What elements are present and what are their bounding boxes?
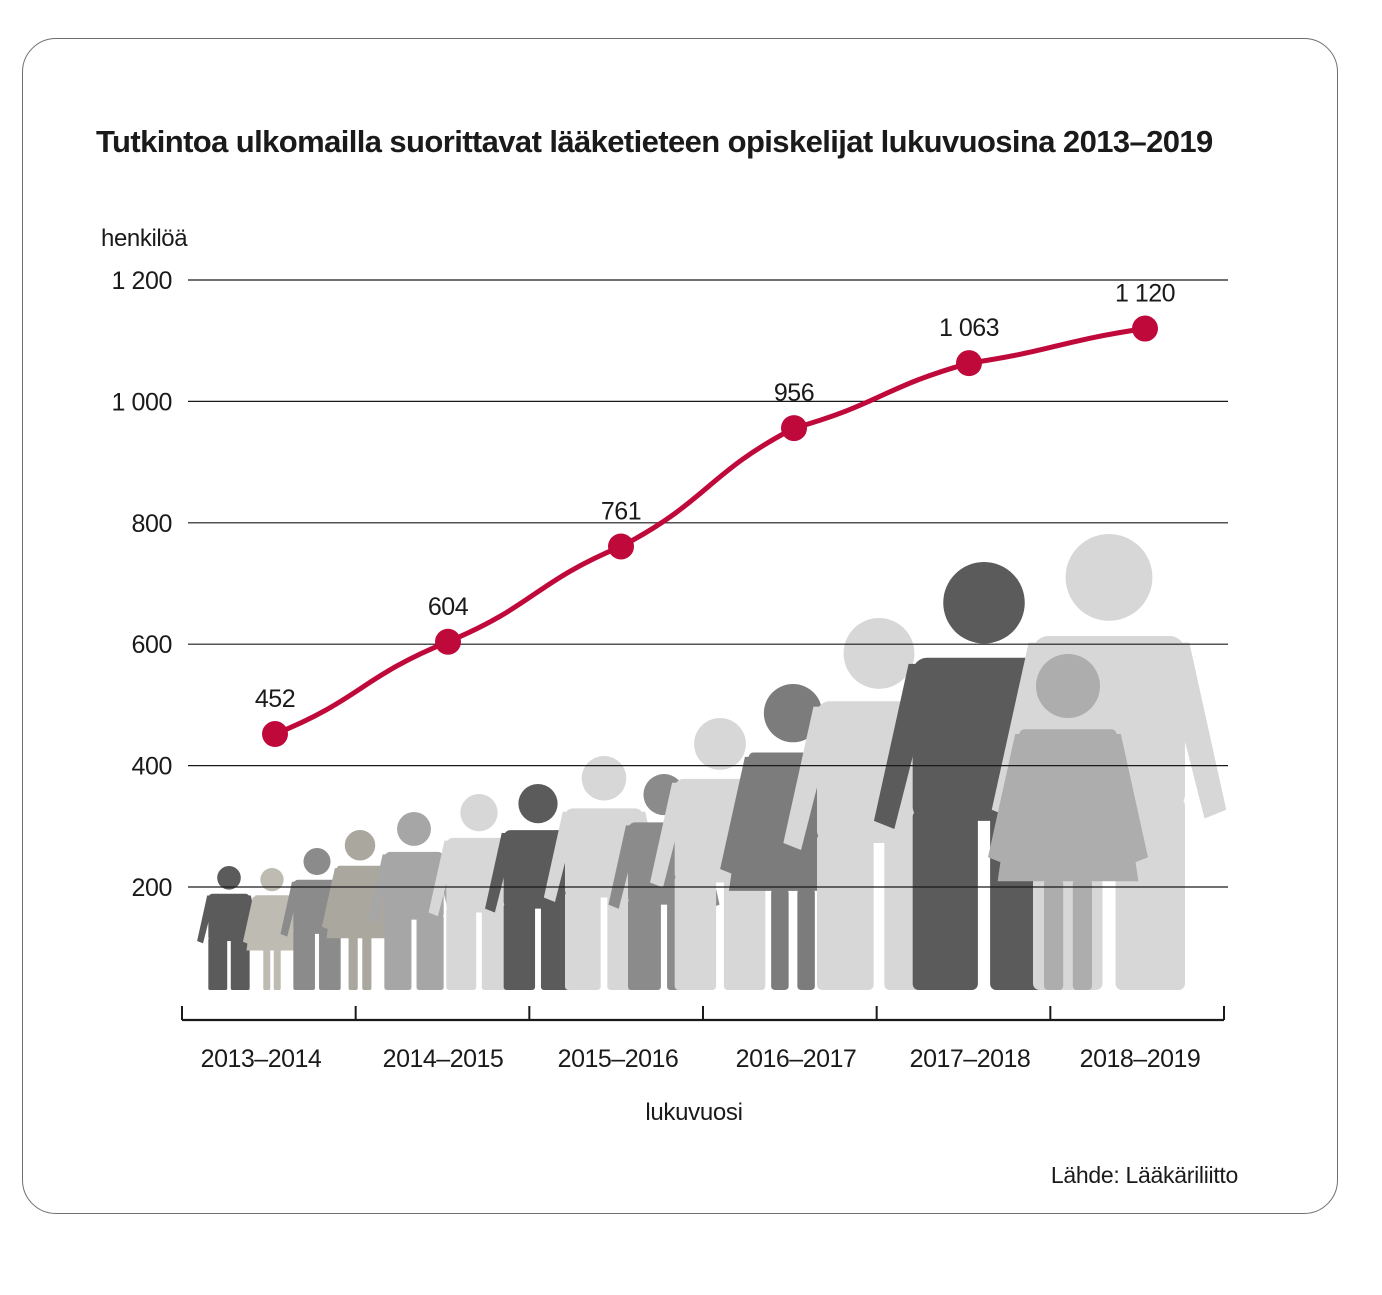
person-leg	[319, 930, 341, 990]
data-label: 1 120	[1115, 280, 1175, 308]
person-leg	[540, 903, 573, 990]
source-note: Lähde: Lääkäriliitto	[1050, 1162, 1238, 1188]
data-point	[956, 350, 982, 377]
y-axis-label: henkilöä	[101, 225, 188, 252]
data-label: 956	[774, 379, 814, 407]
person-figure-2	[242, 868, 302, 990]
data-label: 1 063	[939, 314, 999, 342]
person-arm	[873, 663, 925, 829]
person-torso	[384, 851, 444, 920]
y-tick-label: 1 000	[111, 388, 172, 416]
data-label: 452	[255, 685, 295, 713]
y-axis: 200 400 600 800 1 000 1 200	[111, 267, 172, 902]
gridlines	[188, 279, 1228, 888]
x-axis: 2013–2014 2014–2015 2015–2016 2016–2017 2017…	[181, 1006, 1225, 1073]
person-head	[344, 830, 376, 861]
person-arm	[197, 895, 212, 944]
person-leg	[912, 810, 978, 990]
data-point	[608, 533, 634, 560]
person-torso	[208, 893, 250, 941]
person-leg	[817, 834, 874, 990]
person-leg	[674, 876, 717, 990]
person-leg	[446, 907, 477, 990]
person-leg	[723, 876, 766, 990]
person-arm	[485, 833, 510, 913]
data-point	[1132, 315, 1158, 342]
person-head	[1036, 654, 1100, 718]
person-leg	[348, 936, 358, 990]
person-head	[694, 718, 746, 770]
x-tick-label: 2015–2016	[558, 1045, 679, 1073]
person-leg	[293, 930, 315, 990]
person-leg	[1044, 879, 1064, 990]
data-label: 761	[601, 497, 641, 525]
person-arm	[428, 840, 452, 917]
person-head	[843, 618, 915, 689]
x-tick-label: 2018–2019	[1080, 1045, 1201, 1073]
data-point	[262, 721, 288, 748]
person-arm	[543, 811, 572, 902]
person-leg	[263, 948, 271, 990]
person-arm	[608, 825, 635, 909]
person-leg	[208, 938, 228, 990]
person-figure-5	[368, 812, 460, 990]
person-head	[943, 562, 1025, 644]
person-head	[518, 784, 558, 824]
data-point	[435, 628, 461, 655]
x-tick-label: 2017–2018	[910, 1045, 1031, 1073]
person-leg	[771, 888, 789, 990]
person-arm	[368, 854, 390, 924]
person-dress	[997, 729, 1139, 882]
person-leg	[273, 948, 281, 990]
person-leg	[384, 915, 412, 990]
x-tick-label: 2016–2017	[736, 1045, 857, 1073]
person-arm	[1171, 642, 1227, 819]
person-arm	[650, 782, 683, 888]
person-leg	[1072, 879, 1092, 990]
person-arm	[991, 642, 1047, 819]
person-leg	[628, 899, 661, 990]
y-tick-label: 600	[131, 631, 172, 659]
person-figure-15	[988, 654, 1148, 990]
series-line: 452 604 761 956 1 063 1 120	[255, 280, 1176, 748]
person-head	[763, 684, 823, 743]
series-path	[274, 326, 1146, 737]
people-illustration	[197, 534, 1227, 990]
person-dress	[246, 895, 298, 951]
person-head	[397, 812, 431, 846]
person-head	[303, 848, 331, 876]
y-tick-label: 1 200	[111, 267, 172, 295]
y-tick-label: 200	[131, 874, 172, 902]
person-head	[581, 756, 627, 801]
y-tick-label: 400	[131, 753, 172, 781]
person-head	[1065, 534, 1153, 621]
person-leg	[230, 938, 250, 990]
person-figure-3	[280, 848, 354, 990]
person-head	[260, 868, 284, 892]
x-tick-label: 2014–2015	[383, 1045, 504, 1073]
chart-card	[22, 38, 1338, 1214]
data-label: 604	[428, 593, 469, 621]
person-leg	[565, 891, 601, 990]
person-head	[217, 866, 241, 890]
x-tick-label: 2013–2014	[201, 1045, 322, 1073]
person-leg	[362, 936, 372, 990]
person-arm	[783, 706, 828, 851]
chart-title: Tutkintoa ulkomailla suorittavat lääketi…	[96, 124, 1213, 159]
x-axis-label: lukuvuosi	[645, 1099, 742, 1126]
person-leg	[797, 888, 815, 990]
y-tick-label: 800	[131, 510, 172, 538]
data-point	[781, 415, 807, 442]
person-leg	[416, 915, 444, 990]
person-head	[460, 794, 498, 832]
person-leg	[503, 903, 536, 990]
person-arm	[280, 881, 298, 937]
